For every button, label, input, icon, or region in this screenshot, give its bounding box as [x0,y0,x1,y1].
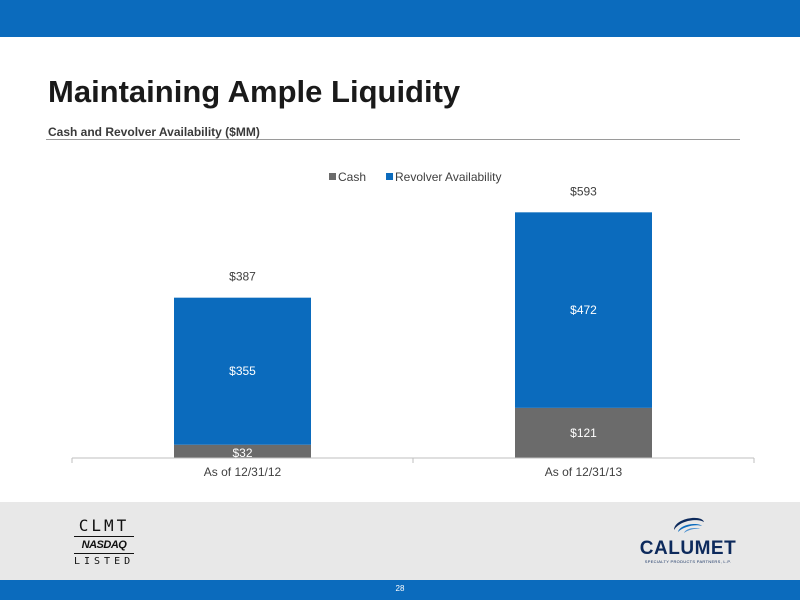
total-label: $387 [229,270,256,284]
x-axis-tick-labels: As of 12/31/12 As of 12/31/13 [204,465,623,479]
listed-text: LISTED [74,556,135,567]
bar-segment-revolver-availability [174,297,311,445]
page-title: Maintaining Ample Liquidity [48,74,461,109]
nasdaq-text: NASDAQ [81,539,127,551]
data-label: $32 [232,446,252,460]
chart-data-labels: $32 $355 $387 $121 $472 $593 [229,184,597,460]
footer-band [0,502,800,580]
calumet-wordmark: CALUMET [639,538,737,559]
x-tick-label: As of 12/31/13 [545,465,623,479]
legend-entry: Revolver Availability [395,170,502,184]
x-tick-label: As of 12/31/12 [204,465,282,479]
calumet-logo: CALUMET SPECIALTY PRODUCTS PARTNERS, L.P… [636,512,740,565]
x-axis-ticks [71,458,755,463]
calumet-emblem-icon [674,517,704,533]
stacked-bar-chart: Cash Revolver Availability $32 $355 $387 $12… [71,170,755,479]
subtitle-divider [46,139,740,140]
bar-segment-cash [174,444,311,458]
calumet-tagline: SPECIALTY PRODUCTS PARTNERS, L.P. [644,559,732,564]
page-number: 28 [395,584,405,593]
chart-legend: Cash Revolver Availability [329,170,502,184]
legend-entry: Cash [338,170,366,184]
total-label: $593 [570,184,597,198]
clmt-ticker-text: CLMT [78,516,130,535]
bar-segment-revolver-availability [515,212,652,408]
data-label: $472 [570,303,597,317]
logo-rule [74,536,134,537]
bottom-banner [0,580,800,600]
legend-swatch [386,173,394,180]
nasdaq-listed-logo: CLMT NASDAQ LISTED [74,516,134,569]
logo-rule [74,553,134,554]
data-label: $355 [229,364,256,378]
top-banner [0,0,800,37]
legend-swatch [329,173,336,180]
chart-bars [174,212,652,458]
data-label: $121 [570,426,597,440]
chart-subtitle: Cash and Revolver Availability ($MM) [48,125,260,139]
bar-segment-cash [515,407,652,458]
